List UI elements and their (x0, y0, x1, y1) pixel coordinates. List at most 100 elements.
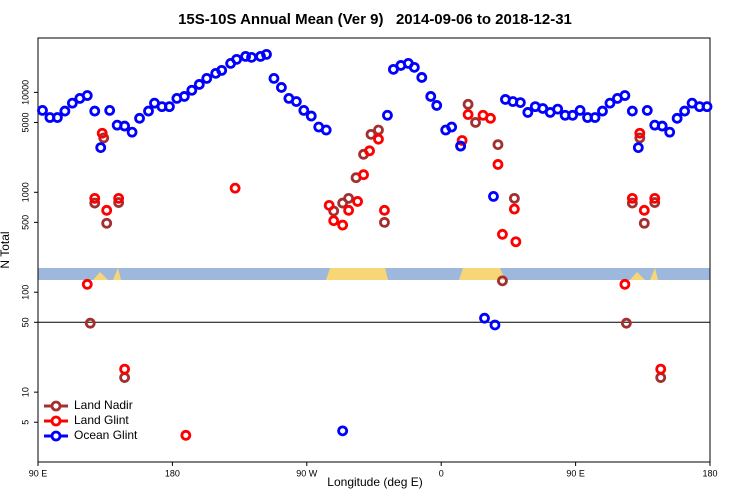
y-axis-label: N Total (0, 231, 12, 268)
data-point (632, 142, 644, 154)
data-point (373, 133, 384, 145)
data-point (186, 84, 198, 96)
data-point (113, 197, 125, 208)
data-point (522, 107, 534, 118)
data-point (365, 128, 377, 140)
data-point (604, 97, 616, 109)
data-point (320, 124, 332, 136)
y-tick-label: 500 (20, 215, 30, 230)
data-point (89, 197, 101, 209)
data-point (101, 204, 113, 216)
data-point (416, 72, 428, 83)
data-point (655, 372, 667, 383)
legend-marker (50, 400, 62, 412)
data-point (96, 127, 108, 139)
data-point (193, 79, 205, 90)
data-point (178, 91, 190, 102)
data-point (649, 197, 661, 208)
data-point (52, 112, 63, 123)
data-point (180, 429, 192, 441)
legend-marker (50, 430, 62, 442)
data-point (701, 101, 713, 113)
data-point (626, 105, 638, 117)
data-point (373, 124, 384, 136)
data-point (323, 199, 335, 211)
legend-marker (50, 415, 62, 427)
x-tick-label: 180 (165, 468, 180, 478)
legend-label: Land Nadir (74, 398, 133, 412)
data-point (492, 159, 504, 170)
data-point (508, 203, 520, 215)
data-point (379, 204, 390, 216)
data-point (620, 317, 632, 329)
data-point (164, 101, 175, 113)
data-point (126, 126, 138, 138)
data-point (343, 192, 355, 204)
data-point (671, 112, 683, 124)
data-point (488, 190, 499, 202)
data-point (597, 105, 608, 117)
data-point (290, 96, 302, 107)
data-point (462, 98, 474, 110)
data-point (626, 192, 638, 204)
data-point (619, 90, 631, 101)
data-point (510, 236, 522, 248)
data-point (143, 105, 154, 117)
data-point (66, 97, 78, 109)
data-point (497, 228, 508, 240)
data-point (567, 109, 579, 121)
data-point (508, 192, 520, 204)
data-point (358, 169, 369, 181)
data-point (261, 48, 272, 60)
data-point (497, 275, 508, 287)
data-point (456, 135, 468, 146)
data-point (352, 196, 363, 207)
legend-label: Land Glint (74, 413, 129, 427)
x-tick-label: 0 (439, 468, 444, 478)
data-point (425, 91, 437, 102)
data-point (337, 219, 349, 231)
data-point (84, 317, 96, 329)
data-point (479, 312, 490, 324)
data-point (649, 192, 661, 204)
data-point (552, 103, 564, 115)
data-point (343, 204, 355, 216)
data-point (485, 112, 496, 124)
data-point (641, 105, 653, 116)
data-point (229, 182, 241, 194)
y-tick-label: 100 (20, 285, 30, 300)
data-point (470, 117, 481, 128)
data-point (305, 110, 317, 122)
data-point (216, 64, 228, 76)
data-point (574, 105, 586, 116)
x-tick-label: 90 W (296, 468, 318, 478)
data-point (638, 204, 650, 216)
data-point (276, 82, 287, 93)
data-point (455, 140, 467, 152)
data-point (104, 105, 116, 116)
x-tick-label: 90 E (566, 468, 585, 478)
data-point (231, 53, 243, 65)
data-point (268, 72, 280, 84)
data-point (81, 90, 93, 101)
data-point (619, 278, 631, 290)
data-point (379, 216, 390, 228)
surface-strip (38, 268, 710, 280)
data-point (101, 217, 113, 229)
y-tick-label: 10000 (20, 80, 30, 105)
data-point (298, 105, 310, 116)
x-tick-label: 180 (702, 468, 717, 478)
legend-label: Ocean Glint (74, 428, 138, 442)
data-point (81, 278, 93, 290)
data-point (589, 112, 601, 123)
data-point (664, 126, 676, 138)
data-point (634, 132, 646, 144)
data-point (37, 105, 48, 116)
data-point (246, 51, 257, 63)
data-point (113, 192, 125, 204)
data-point (201, 72, 213, 84)
y-tick-label: 5 (20, 420, 30, 425)
data-point (328, 215, 340, 227)
data-point (89, 105, 101, 117)
data-point (514, 97, 526, 108)
